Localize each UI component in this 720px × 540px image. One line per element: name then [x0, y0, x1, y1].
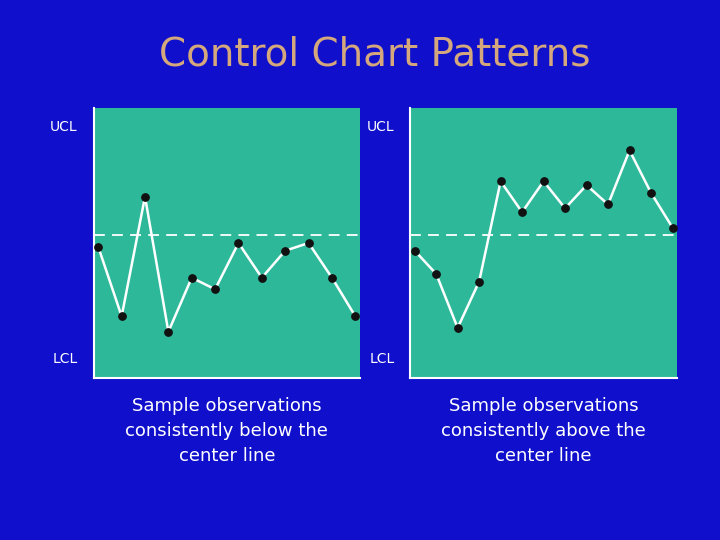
- Point: [163, 327, 174, 336]
- Text: UCL: UCL: [50, 120, 78, 134]
- Text: Control Chart Patterns: Control Chart Patterns: [158, 35, 590, 73]
- Point: [303, 239, 315, 247]
- Point: [473, 277, 485, 286]
- Text: Sample observations
consistently above the
center line: Sample observations consistently above t…: [441, 397, 646, 465]
- Point: [139, 192, 150, 201]
- Point: [409, 246, 420, 255]
- Point: [233, 239, 244, 247]
- Point: [516, 208, 528, 217]
- Point: [210, 285, 221, 294]
- Text: LCL: LCL: [53, 352, 78, 366]
- Point: [495, 177, 506, 186]
- Point: [603, 200, 614, 209]
- Point: [452, 323, 464, 332]
- Point: [538, 177, 549, 186]
- Text: Sample observations
consistently below the
center line: Sample observations consistently below t…: [125, 397, 328, 465]
- Text: UCL: UCL: [366, 120, 395, 134]
- Point: [559, 204, 571, 213]
- Point: [92, 242, 104, 251]
- Point: [645, 188, 657, 197]
- Point: [667, 223, 678, 232]
- Point: [116, 312, 127, 321]
- Point: [279, 246, 291, 255]
- Point: [581, 181, 593, 190]
- Point: [256, 273, 268, 282]
- Point: [431, 269, 442, 278]
- Point: [326, 273, 338, 282]
- Text: LCL: LCL: [369, 352, 395, 366]
- Point: [624, 146, 635, 155]
- Point: [186, 273, 197, 282]
- Point: [350, 312, 361, 321]
